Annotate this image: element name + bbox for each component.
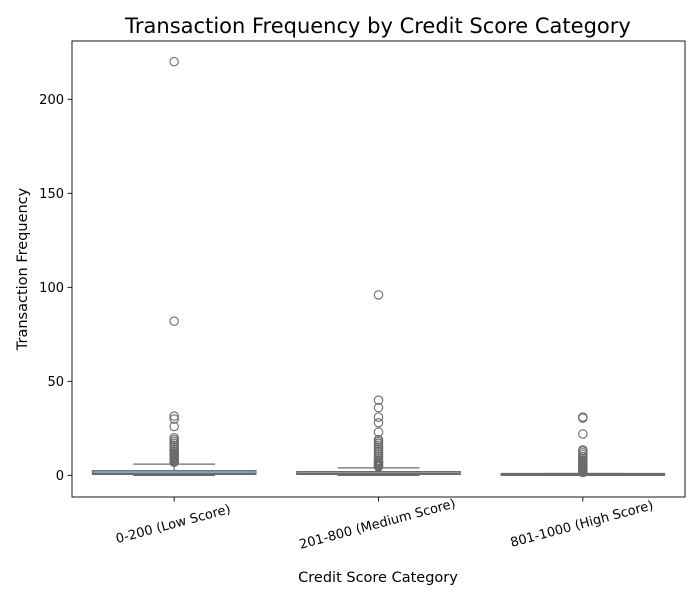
outlier-point (373, 412, 384, 422)
x-axis-ticks: 0-200 (Low Score) 201-800 (Medium Score) 8… (114, 497, 655, 553)
outlier-point (373, 417, 384, 428)
outlier-point (169, 411, 179, 421)
x-axis-label: Credit Score Category (298, 570, 458, 586)
box-group (91, 56, 257, 476)
chart-title: Transaction Frequency by Credit Score Ca… (124, 14, 631, 38)
y-axis-label: Transaction Frequency (15, 187, 31, 351)
outlier-point (169, 433, 179, 443)
x-tick-label: 801-1000 (High Score) (509, 498, 655, 551)
x-tick-label: 201-800 (Medium Score) (298, 497, 458, 553)
outlier-point (169, 414, 179, 424)
y-axis-ticks: 0 50 100 150 200 (39, 93, 72, 484)
plot-area-frame (71, 40, 686, 498)
outlier-point (373, 290, 384, 300)
y-tick-label: 200 (39, 93, 64, 108)
y-tick-label: 0 (56, 469, 64, 484)
y-tick-label: 100 (39, 281, 64, 296)
outlier-point (578, 412, 588, 422)
y-tick-label: 50 (47, 375, 64, 390)
x-tick-label: 0-200 (Low Score) (114, 502, 232, 547)
outlier-point (169, 316, 179, 326)
box-group (500, 412, 666, 478)
outlier-point (169, 421, 179, 432)
box-group (296, 290, 461, 476)
outlier-point (373, 402, 384, 413)
outlier-point (373, 434, 384, 445)
outlier-point (169, 56, 179, 67)
iqr-box (91, 470, 257, 476)
y-tick-label: 150 (39, 187, 64, 202)
outlier-point (373, 395, 384, 405)
box-series (91, 56, 666, 478)
outlier-point (373, 427, 384, 437)
outlier-point (578, 445, 588, 455)
outlier-point (578, 429, 588, 439)
